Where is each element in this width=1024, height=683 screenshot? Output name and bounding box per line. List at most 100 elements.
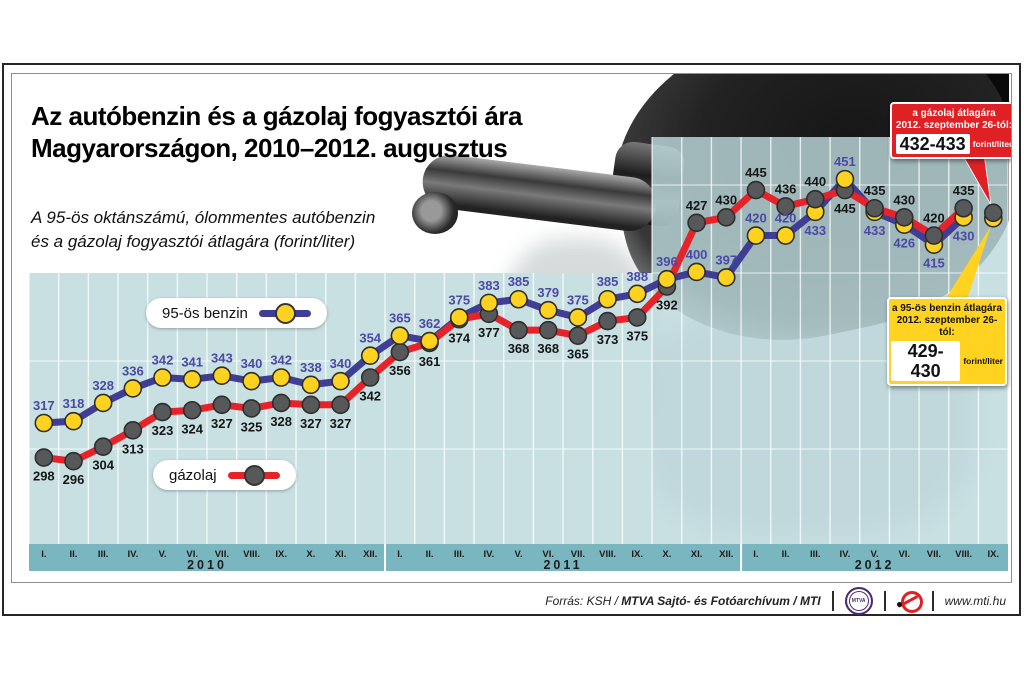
benzin-point-label: 317 (33, 398, 55, 413)
month-tick-label: II. (426, 549, 434, 560)
gazolaj-data-point (34, 448, 54, 467)
gazolaj-data-point (64, 451, 83, 471)
benzin-data-point (123, 379, 143, 398)
gazolaj-data-point (123, 420, 143, 440)
month-tick-label: V. (515, 549, 523, 560)
legend-gazolaj: gázolaj (153, 460, 296, 490)
subtitle-line-1: A 95-ös oktánszámú, ólommentes autóbenzi… (31, 208, 376, 227)
benzin-point-label: 420 (745, 211, 767, 226)
benzin-data-point (64, 411, 83, 431)
benzin-point-label: 397 (715, 252, 737, 267)
mtva-logo-icon: MTVA (844, 587, 873, 615)
benzin-data-point (182, 370, 202, 389)
benzin-point-label: 379 (537, 285, 559, 300)
year-label: 2010 (187, 558, 227, 572)
gazolaj-point-label: 440 (804, 174, 826, 189)
gazolaj-point-label: 361 (419, 354, 441, 369)
benzin-data-point (390, 326, 410, 345)
gazolaj-point-label: 430 (893, 192, 915, 207)
gazolaj-data-point (716, 208, 736, 227)
month-tick-label: X. (306, 549, 315, 560)
benzin-data-point (242, 371, 261, 391)
benzin-data-point (449, 308, 469, 327)
gazolaj-point-label: 313 (122, 441, 144, 456)
benzin-data-point (657, 269, 677, 289)
month-tick-label: V. (871, 549, 879, 560)
benzin-point-label: 383 (478, 278, 500, 293)
gazolaj-data-point (598, 311, 617, 331)
benzin-data-point (301, 375, 321, 395)
gazolaj-point-label: 430 (715, 192, 737, 207)
benzin-data-point (331, 371, 350, 391)
gazolaj-point-label: 445 (745, 165, 767, 180)
benzin-line-icon (258, 303, 311, 324)
gazolaj-point-label: 435 (864, 183, 886, 198)
gazolaj-point-label: 356 (389, 363, 411, 378)
benzin-point-label: 341 (181, 354, 203, 369)
benzin-point-label: 430 (953, 228, 975, 243)
benzin-point-label: 340 (241, 356, 263, 371)
month-tick-label: VIII. (955, 549, 972, 560)
benzin-data-point (93, 393, 113, 413)
benzin-point-label: 426 (893, 236, 915, 251)
month-tick-label: II. (782, 549, 790, 560)
gazolaj-data-point (983, 203, 1003, 223)
page-title: Az autóbenzin és a gázolaj fogyasztói ár… (31, 100, 522, 164)
benzin-point-label: 396 (656, 254, 678, 269)
petrol-callout-unit: forint/liter (963, 356, 1003, 366)
diesel-callout-line-2: 2012. szeptember 26-tól: (895, 120, 1012, 131)
benzin-point-label: 342 (270, 353, 292, 368)
benzin-data-point (212, 366, 232, 385)
graphic-panel: I. II. III. IV. V. VI. VII. VIII. IX. X. XI. XII. 20… (11, 73, 1012, 583)
gazolaj-data-point (242, 399, 261, 418)
gazolaj-data-point (865, 198, 884, 218)
source-credit: Forrás: KSH / MTVA Sajtó- és Fotóarchívu… (545, 594, 821, 608)
benzin-data-point (627, 284, 647, 304)
diesel-callout-unit: forint/liter (972, 139, 1012, 149)
year-label: 2011 (543, 558, 582, 572)
gazolaj-point-label: 392 (656, 298, 678, 313)
benzin-point-label: 400 (686, 247, 708, 262)
benzin-point-label: 342 (152, 353, 174, 368)
benzin-point-label: 362 (419, 316, 441, 331)
benzin-point-label: 375 (567, 292, 589, 307)
gazolaj-point-label: 373 (597, 332, 619, 347)
gazolaj-data-point (627, 308, 647, 327)
petrol-callout: a 95-ös benzin átlagára 2012. szeptember… (887, 297, 1007, 386)
benzin-data-point (538, 300, 558, 320)
gazolaj-data-point (746, 180, 766, 200)
petrol-callout-value: 429-430 (891, 341, 961, 381)
benzin-data-point (509, 289, 528, 309)
subtitle-line-2: és a gázolaj fogyasztói átlagára (forint… (31, 232, 356, 251)
gazolaj-data-point (360, 368, 380, 387)
benzin-data-point (271, 368, 291, 387)
month-tick-label: VII. (215, 549, 229, 560)
diesel-callout-value: 432-433 (895, 134, 970, 154)
month-tick-label: IV. (484, 549, 495, 560)
gazolaj-point-label: 296 (63, 472, 85, 487)
benzin-point-label: 433 (864, 223, 886, 238)
gazolaj-point-label: 324 (181, 421, 203, 436)
legend-benzin: 95-ös benzin (146, 298, 327, 328)
gazolaj-point-label: 445 (834, 201, 856, 216)
month-tick-label: III. (454, 549, 465, 560)
gazolaj-data-point (894, 208, 914, 227)
footer-divider (883, 591, 886, 611)
benzin-point-label: 415 (923, 256, 945, 271)
gazolaj-point-label: 327 (211, 416, 233, 431)
benzin-point-label: 340 (330, 356, 352, 371)
month-tick-label: II. (70, 549, 78, 560)
month-tick-label: VI. (542, 549, 554, 560)
nozzle-tip (412, 192, 458, 234)
gazolaj-point-label: 375 (626, 328, 648, 343)
benzin-data-point (835, 169, 855, 189)
gazolaj-data-point (93, 437, 113, 456)
gazolaj-point-label: 436 (775, 181, 797, 196)
benzin-data-point (360, 346, 380, 365)
benzin-data-point (776, 226, 795, 245)
gazolaj-point-label: 365 (567, 347, 589, 362)
benzin-data-point (568, 308, 588, 327)
benzin-data-point (34, 413, 54, 433)
month-tick-label: III. (810, 549, 821, 560)
month-tick-label: VIII. (599, 549, 616, 560)
